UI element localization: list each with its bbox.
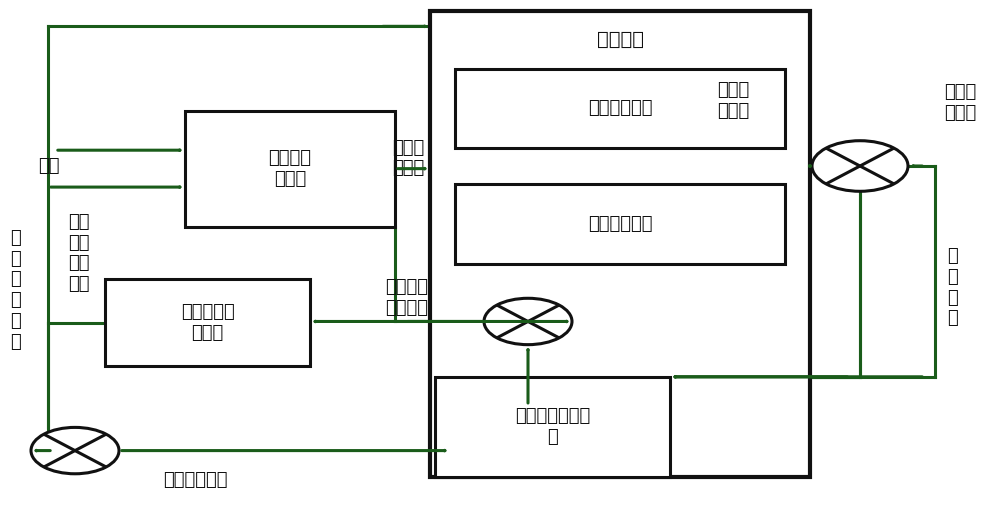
Text: 电
压
误
差: 电 压 误 差 xyxy=(947,247,957,327)
Text: 实际采
样电压: 实际采 样电压 xyxy=(944,83,976,122)
Text: 校正剩余电量: 校正剩余电量 xyxy=(163,471,227,489)
Text: 卡尔曼滤波器算
法: 卡尔曼滤波器算 法 xyxy=(515,407,590,446)
Circle shape xyxy=(812,141,908,191)
Text: 电流极化模型: 电流极化模型 xyxy=(588,99,652,117)
Text: 温度寿命补
偿策略: 温度寿命补 偿策略 xyxy=(181,304,234,342)
Text: 单位增益
剩余电量: 单位增益 剩余电量 xyxy=(386,278,428,317)
FancyBboxPatch shape xyxy=(455,69,785,148)
Text: 预测剩
余电量: 预测剩 余电量 xyxy=(392,139,424,178)
Text: 电池模型: 电池模型 xyxy=(596,30,644,49)
Circle shape xyxy=(31,427,119,474)
Text: 估
算
剩
余
电
量: 估 算 剩 余 电 量 xyxy=(10,229,21,351)
FancyBboxPatch shape xyxy=(455,184,785,264)
Text: 单位
补偿
剩余
电量: 单位 补偿 剩余 电量 xyxy=(68,213,90,293)
Circle shape xyxy=(484,298,572,345)
FancyBboxPatch shape xyxy=(105,279,310,366)
FancyBboxPatch shape xyxy=(430,11,810,477)
Text: 估算电
池电压: 估算电 池电压 xyxy=(717,81,749,120)
Text: 安时电流
积分法: 安时电流 积分法 xyxy=(269,149,312,188)
Text: 电流: 电流 xyxy=(38,157,60,175)
Text: 开路电压模型: 开路电压模型 xyxy=(588,215,652,233)
FancyBboxPatch shape xyxy=(435,377,670,477)
FancyBboxPatch shape xyxy=(185,111,395,227)
